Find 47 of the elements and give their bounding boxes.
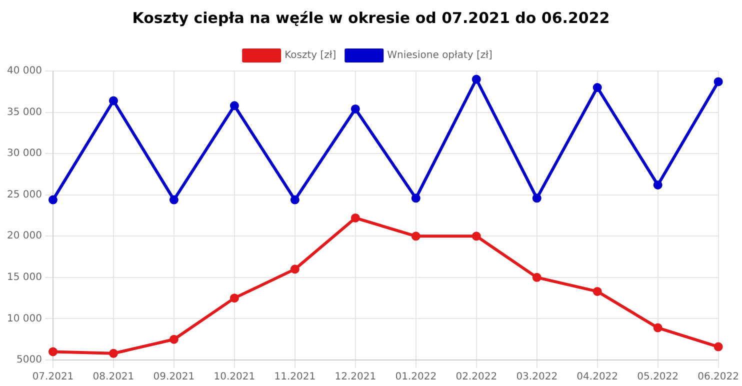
point xyxy=(48,195,58,204)
x-tick-label: 06.2022 xyxy=(698,372,740,383)
y-tick-label: 25 000 xyxy=(6,189,42,200)
point xyxy=(350,104,360,114)
legend-label: Koszty [zł] xyxy=(284,50,336,62)
point xyxy=(48,347,58,356)
x-tick-label: 01.2022 xyxy=(395,372,437,383)
x-tick-label: 12.2021 xyxy=(334,372,376,383)
point xyxy=(169,334,178,344)
point xyxy=(230,294,239,303)
point xyxy=(290,195,300,204)
point xyxy=(290,264,300,274)
point xyxy=(108,96,118,106)
point xyxy=(169,195,178,204)
point xyxy=(472,232,481,241)
point xyxy=(592,83,602,92)
point xyxy=(411,232,420,241)
point xyxy=(472,74,481,84)
y-tick-label: 30 000 xyxy=(6,148,42,160)
point xyxy=(653,323,662,332)
y-tick-label: 15 000 xyxy=(6,272,42,284)
y-tick-label: 10 000 xyxy=(6,313,42,324)
x-tick-label: 02.2022 xyxy=(456,372,498,383)
point xyxy=(411,194,420,203)
point xyxy=(532,194,542,203)
point xyxy=(592,286,602,296)
x-tick-label: 07.2021 xyxy=(32,372,74,383)
legend-label: Wniesione opłaty [zł] xyxy=(387,50,493,62)
point xyxy=(350,213,360,222)
y-tick-label: 5000 xyxy=(16,354,42,366)
point xyxy=(714,77,723,86)
point xyxy=(230,101,239,110)
y-tick-label: 40 000 xyxy=(6,66,42,77)
point xyxy=(532,272,542,282)
y-tick-label: 35 000 xyxy=(6,106,42,118)
x-tick-label: 05.2022 xyxy=(637,372,679,383)
x-tick-label: 04.2022 xyxy=(576,372,618,383)
x-tick-label: 10.2021 xyxy=(214,372,256,383)
point xyxy=(108,348,118,358)
y-tick-label: 20 000 xyxy=(6,230,42,242)
point xyxy=(714,342,723,352)
x-tick-label: 09.2021 xyxy=(153,372,195,383)
point xyxy=(653,180,662,190)
chart-title: Koszty ciepła na węźle w okresie od 07.2021 do 06.2022 xyxy=(131,9,611,27)
x-tick-label: 11.2021 xyxy=(274,372,316,383)
x-tick-label: 03.2022 xyxy=(516,372,558,383)
x-tick-label: 08.2021 xyxy=(92,372,134,383)
